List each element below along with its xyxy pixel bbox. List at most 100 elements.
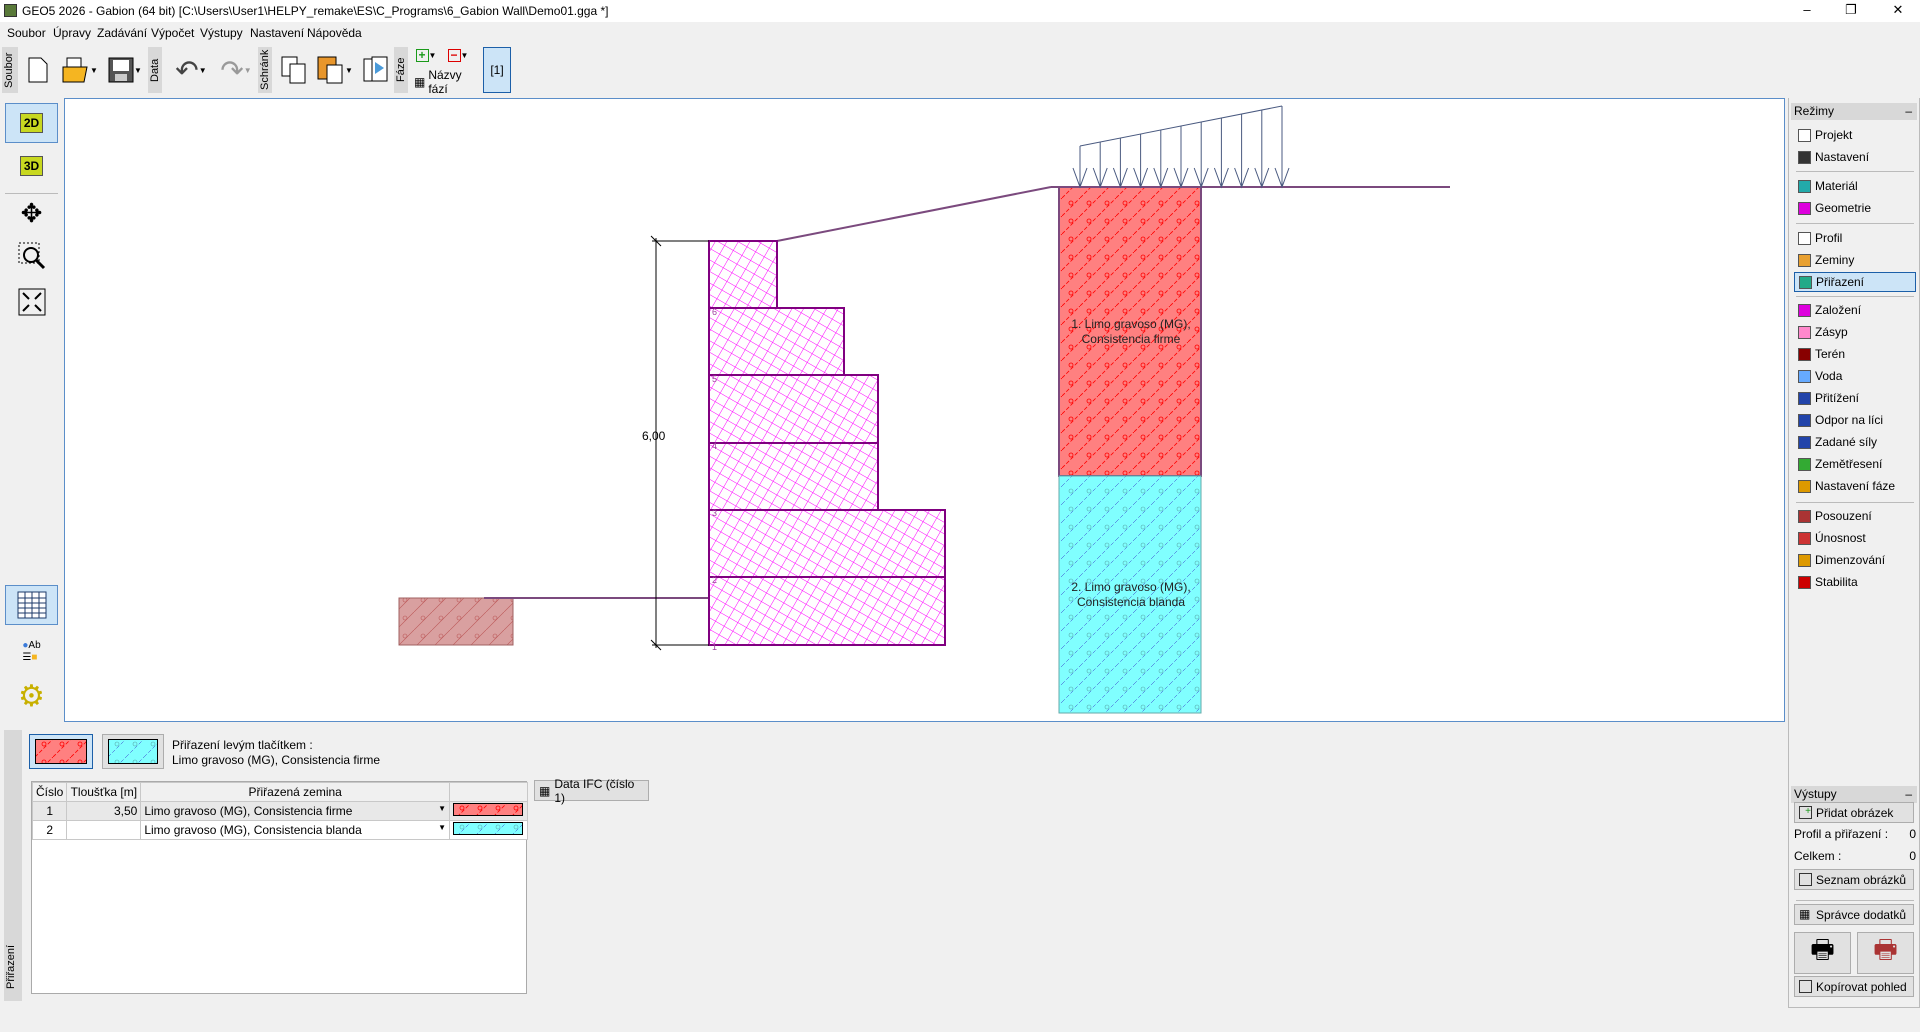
mode-surcharge[interactable]: Přitížení bbox=[1794, 388, 1916, 408]
load-arrow bbox=[1153, 130, 1169, 189]
mode-label: Voda bbox=[1815, 369, 1843, 383]
collapse-icon[interactable]: – bbox=[1905, 104, 1912, 118]
remove-phase-button[interactable]: − ▼ bbox=[446, 47, 470, 63]
soil-1-swatch-button[interactable] bbox=[29, 734, 93, 769]
modes-header[interactable]: Režimy – bbox=[1791, 103, 1917, 120]
redo-button[interactable]: ↷ ▼ bbox=[220, 54, 252, 86]
open-button[interactable]: ▼ bbox=[60, 48, 100, 92]
assign-icon bbox=[1799, 275, 1812, 289]
mode-soils[interactable]: Zeminy bbox=[1794, 250, 1916, 270]
data-ifc-button[interactable]: ▦ Data IFC (číslo 1) bbox=[534, 777, 649, 805]
save-button[interactable]: ▼ bbox=[106, 48, 144, 92]
zoom-window-button[interactable] bbox=[5, 236, 58, 276]
mode-verification[interactable]: Posouzení bbox=[1794, 506, 1916, 526]
zoom-extents-button[interactable] bbox=[5, 282, 58, 322]
settings-button[interactable]: ⚙ bbox=[5, 676, 58, 716]
block-number-3: 3 bbox=[712, 508, 718, 518]
menu-upravy[interactable]: Úpravy bbox=[53, 26, 92, 40]
mode-terrain[interactable]: Terén bbox=[1794, 344, 1916, 364]
minimize-button[interactable]: – bbox=[1803, 2, 1811, 17]
material-icon bbox=[1798, 179, 1811, 193]
water-icon bbox=[1798, 369, 1811, 383]
mode-material[interactable]: Materiál bbox=[1794, 176, 1916, 196]
soil-2-swatch-button[interactable] bbox=[102, 734, 164, 769]
print-button[interactable]: 🖶 bbox=[1794, 932, 1851, 974]
mode-backfill[interactable]: Zásyp bbox=[1794, 322, 1916, 342]
menu-nastaveni[interactable]: Nastavení bbox=[250, 26, 305, 40]
close-button[interactable]: ✕ bbox=[1892, 2, 1904, 17]
mode-earthquake[interactable]: Zemětřesení bbox=[1794, 454, 1916, 474]
tab-label: Přiřazení bbox=[5, 944, 17, 990]
bearing-capacity-icon bbox=[1798, 531, 1811, 545]
list-pictures-button[interactable]: Seznam obrázků bbox=[1794, 869, 1914, 890]
mode-stability[interactable]: Stabilita bbox=[1794, 572, 1916, 592]
cell-color bbox=[449, 820, 528, 840]
cell-thickness[interactable]: 3,50 bbox=[66, 801, 142, 821]
menu-napoveda[interactable]: Nápověda bbox=[307, 26, 362, 40]
cell-soil-select[interactable]: Limo gravoso (MG), Consistencia blanda ▼ bbox=[140, 820, 450, 840]
menu-soubor[interactable]: Soubor bbox=[7, 26, 46, 40]
mode-dimensioning[interactable]: Dimenzování bbox=[1794, 550, 1916, 570]
load-arrow bbox=[1213, 118, 1229, 189]
group-label-clipboard: Schránk bbox=[258, 47, 272, 93]
copy-view-button[interactable]: Kopírovat pohled bbox=[1794, 976, 1914, 997]
mode-front-face-resistance[interactable]: Odpor na líci bbox=[1794, 410, 1916, 430]
new-file-button[interactable] bbox=[26, 48, 50, 92]
gabion-block-4 bbox=[708, 374, 879, 444]
col-number[interactable]: Číslo bbox=[31, 782, 68, 802]
group-label-phase: Fáze bbox=[394, 47, 408, 93]
phase-names-button[interactable]: ▦ Názvy fází bbox=[414, 68, 478, 96]
cell-thickness[interactable] bbox=[66, 820, 142, 840]
soil-1-swatch bbox=[35, 739, 87, 764]
pan-button[interactable]: ✥ bbox=[5, 193, 58, 233]
dropdown-arrow-icon[interactable]: ▼ bbox=[438, 823, 446, 832]
mode-geometry[interactable]: Geometrie bbox=[1794, 198, 1916, 218]
mode-applied-forces[interactable]: Zadané síly bbox=[1794, 432, 1916, 452]
col-soil[interactable]: Přiřazená zemina bbox=[140, 782, 450, 802]
mode-project[interactable]: Projekt bbox=[1794, 125, 1916, 145]
menu-zadavani[interactable]: Zadávání bbox=[97, 26, 148, 40]
print-pdf-button[interactable]: 🖶 bbox=[1857, 932, 1914, 974]
outputs-header[interactable]: Výstupy – bbox=[1791, 786, 1917, 803]
mode-gear[interactable]: Nastavení bbox=[1794, 147, 1916, 167]
soil-layer-2 bbox=[1058, 475, 1202, 714]
mode-stage-settings[interactable]: Nastavení fáze bbox=[1794, 476, 1916, 496]
mode-assign[interactable]: Přiřazení bbox=[1794, 272, 1916, 292]
appendix-manager-button[interactable]: ▦ Správce dodatků bbox=[1794, 904, 1914, 925]
open-folder-icon bbox=[62, 57, 88, 83]
drawing-canvas[interactable]: 6,00 6 5 4 3 2 1 1. Limo gravoso (MG), Co… bbox=[64, 98, 1785, 722]
table-view-button[interactable] bbox=[5, 585, 58, 625]
mode-label: Únosnost bbox=[1815, 531, 1866, 545]
toolbar: Soubor ▼ ▼ Data ↶ ▼ ↷ ▼ Schránk ▼ Fáze + ▼ … bbox=[0, 44, 1920, 96]
undo-button[interactable]: ↶ ▼ bbox=[175, 54, 207, 86]
view-3d-button[interactable]: 3D bbox=[5, 146, 58, 186]
divider bbox=[1796, 171, 1914, 172]
add-phase-button[interactable]: + ▼ bbox=[414, 47, 438, 63]
view-2d-button[interactable]: 2D bbox=[5, 103, 58, 143]
load-arrow bbox=[1234, 114, 1250, 189]
col-thickness[interactable]: Tloušťka [m] bbox=[66, 782, 142, 802]
add-picture-button[interactable]: + Přidat obrázek bbox=[1794, 802, 1914, 823]
tab-prirazeni[interactable]: Přiřazení bbox=[4, 730, 22, 1001]
mode-water[interactable]: Voda bbox=[1794, 366, 1916, 386]
front-face-resistance-icon bbox=[1798, 413, 1811, 427]
phase-1-tab[interactable]: [1] bbox=[483, 47, 511, 93]
mode-bearing-capacity[interactable]: Únosnost bbox=[1794, 528, 1916, 548]
menu-vystupy[interactable]: Výstupy bbox=[200, 26, 243, 40]
front-soil-block bbox=[398, 597, 514, 646]
cell-soil-select[interactable]: Limo gravoso (MG), Consistencia firme ▼ bbox=[140, 801, 450, 821]
collapse-icon[interactable]: – bbox=[1905, 787, 1912, 801]
legend-icon: ●Ab ☰■ bbox=[22, 640, 41, 663]
copy-button[interactable] bbox=[280, 48, 308, 92]
zoom-icon bbox=[18, 242, 45, 270]
dropdown-arrow-icon[interactable]: ▼ bbox=[438, 804, 446, 813]
menu-vypocet[interactable]: Výpočet bbox=[151, 26, 195, 40]
paste-special-button[interactable] bbox=[362, 48, 390, 92]
mode-label: Zeminy bbox=[1815, 253, 1855, 267]
mode-foundation[interactable]: Založení bbox=[1794, 300, 1916, 320]
gabion-block-6 bbox=[708, 240, 778, 309]
mode-profile[interactable]: Profil bbox=[1794, 228, 1916, 248]
restore-button[interactable]: ❐ bbox=[1845, 2, 1857, 17]
legend-button[interactable]: ●Ab ☰■ bbox=[5, 632, 58, 672]
paste-button[interactable]: ▼ bbox=[314, 48, 356, 92]
